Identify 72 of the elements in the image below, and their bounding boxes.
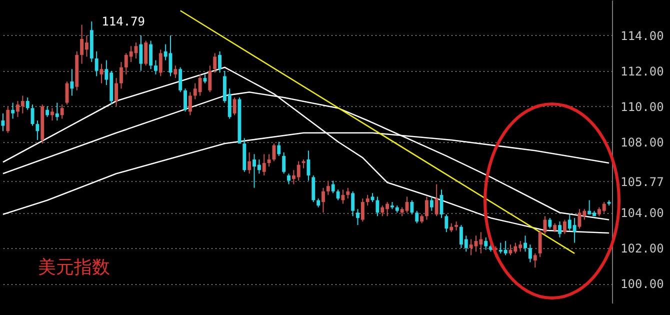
candlestick <box>262 154 266 176</box>
candlestick <box>558 220 562 238</box>
candlestick <box>430 196 434 212</box>
candlestick <box>360 198 364 222</box>
candlestick <box>351 190 355 217</box>
candlestick <box>277 141 281 156</box>
candlestick <box>114 77 118 107</box>
candlestick <box>331 180 335 194</box>
candlestick <box>100 63 104 84</box>
candlestick <box>26 96 30 110</box>
y-tick-label: 104.00 <box>620 206 664 220</box>
annotation: 114.79 <box>102 14 146 28</box>
candlestick <box>434 184 438 217</box>
candlestick <box>149 40 153 70</box>
candlestick <box>11 102 15 120</box>
candlestick <box>6 106 10 134</box>
candlestick <box>282 152 286 174</box>
candlestick <box>415 210 419 224</box>
candlestick <box>322 187 325 214</box>
candlestick <box>70 68 74 96</box>
candlestick <box>178 66 182 93</box>
candlestick <box>562 219 566 234</box>
y-tick-label: 100.00 <box>620 277 664 292</box>
candlestick <box>248 152 252 174</box>
y-tick-label: 108.00 <box>620 135 664 150</box>
candlestick <box>218 50 222 74</box>
candlestick <box>208 65 212 93</box>
y-tick-label: 114.00 <box>620 28 664 43</box>
candlestick <box>144 40 148 66</box>
line-series <box>2 66 610 234</box>
candlestick <box>46 106 50 118</box>
candlestick <box>272 143 276 162</box>
candlestick <box>341 189 345 204</box>
candlestick <box>524 235 527 252</box>
candlestick <box>425 196 428 220</box>
candlestick <box>232 96 236 116</box>
candlestick <box>366 194 370 206</box>
candlestick <box>484 236 488 250</box>
candlestick <box>119 62 123 90</box>
candlestick <box>287 173 290 185</box>
candlestick <box>158 49 162 77</box>
candlestick <box>444 214 448 233</box>
candlestick <box>154 60 158 75</box>
candlestick <box>55 102 59 121</box>
candlestick <box>1 112 5 132</box>
candlestick <box>306 150 310 182</box>
y-tick-label: 110.00 <box>620 100 664 114</box>
candlestick <box>538 230 542 258</box>
candlestick <box>174 65 178 78</box>
candlestick <box>336 189 340 201</box>
candlestick <box>410 200 414 215</box>
y-tick-label: 102.00 <box>620 242 664 256</box>
y-tick-label: 105.77 <box>620 174 664 189</box>
annotation: 美元指数 <box>38 257 110 278</box>
candlestick <box>346 187 350 199</box>
candlestick <box>376 196 380 217</box>
candlestick <box>548 217 552 230</box>
candlestick <box>184 88 187 112</box>
candlestick <box>267 154 271 168</box>
candlestick <box>94 50 98 77</box>
candlestick <box>60 104 64 120</box>
candlestick <box>188 92 192 116</box>
candlestick <box>50 108 54 121</box>
candlestick <box>213 52 217 74</box>
candlestick <box>528 244 532 263</box>
candlestick <box>326 180 330 196</box>
candlestick <box>139 34 143 72</box>
candlestick <box>36 120 40 140</box>
y-tick-label: 112.00 <box>620 64 664 78</box>
candlestick <box>356 208 360 226</box>
candlestick <box>533 252 537 268</box>
candlestick <box>312 174 316 202</box>
